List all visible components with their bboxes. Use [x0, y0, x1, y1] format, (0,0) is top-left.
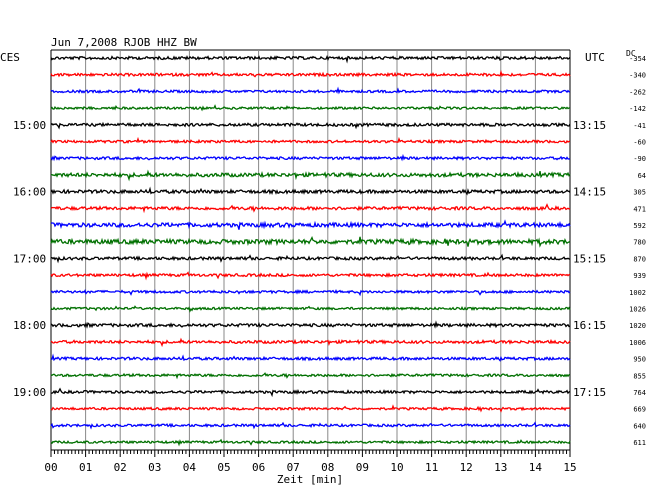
seismogram-trace — [50, 320, 571, 329]
dc-value-label: 1026 — [629, 306, 646, 314]
seismogram-trace — [50, 404, 571, 413]
seismogram-trace — [50, 305, 571, 313]
x-tick-label: 14 — [529, 461, 543, 474]
right-axis-label: UTC — [585, 51, 605, 64]
x-tick-label: 15 — [563, 461, 576, 474]
seismogram-trace — [50, 421, 571, 430]
left-time-label: 16:00 — [13, 186, 46, 199]
left-time-label: 17:00 — [13, 252, 46, 265]
dc-value-label: 870 — [633, 255, 646, 263]
seismogram-trace — [50, 136, 571, 145]
dc-value-label: 669 — [633, 406, 646, 414]
right-time-label: 16:15 — [573, 319, 606, 332]
x-tick-label: 04 — [183, 461, 197, 474]
seismogram-trace — [50, 289, 571, 297]
dc-value-label: -262 — [629, 88, 646, 96]
seismogram-trace — [51, 169, 571, 182]
seismogram-trace — [50, 186, 571, 196]
dc-value-label: -90 — [633, 155, 646, 163]
seismogram-trace — [50, 271, 571, 281]
x-tick-label: 07 — [287, 461, 300, 474]
left-time-label: 15:00 — [13, 119, 46, 132]
x-tick-label: 00 — [44, 461, 57, 474]
seismogram-trace — [51, 253, 571, 264]
dc-value-label: -142 — [629, 105, 646, 113]
seismogram-trace — [50, 387, 571, 398]
x-tick-label: 03 — [148, 461, 161, 474]
seismogram-trace — [50, 372, 571, 380]
dc-value-label: 611 — [633, 439, 646, 447]
dc-value-label: -60 — [633, 139, 646, 147]
right-time-label: 14:15 — [573, 186, 606, 199]
dc-value-label: 1002 — [629, 289, 646, 297]
seismogram-trace — [50, 235, 571, 248]
left-time-label: 19:00 — [13, 386, 46, 399]
dc-value-label: 764 — [633, 389, 646, 397]
dc-value-label: 640 — [633, 422, 646, 430]
x-tick-label: 12 — [460, 461, 473, 474]
seismogram-trace — [50, 104, 571, 112]
seismogram-trace — [50, 219, 571, 230]
left-time-label: 18:00 — [13, 319, 46, 332]
seismogram-trace — [50, 54, 571, 64]
dc-value-label: 592 — [633, 222, 646, 230]
x-tick-label: 05 — [217, 461, 230, 474]
seismogram-trace — [50, 121, 571, 130]
seismogram-trace — [50, 153, 571, 162]
chart-title: Jun 7,2008 RJOB HHZ BW — [51, 36, 197, 49]
x-tick-label: 01 — [79, 461, 92, 474]
dc-value-label: 950 — [633, 356, 646, 364]
seismogram-trace — [50, 353, 571, 362]
dc-value-label: 1020 — [629, 322, 646, 330]
x-axis-title: Zeit [min] — [277, 473, 343, 486]
seismogram-trace — [50, 337, 571, 348]
seismogram-trace — [50, 69, 571, 78]
seismogram-trace — [50, 86, 571, 95]
dc-value-label: -340 — [629, 72, 646, 80]
right-time-label: 13:15 — [573, 119, 606, 132]
dc-value-label: -354 — [629, 55, 646, 63]
seismogram-trace — [50, 203, 571, 214]
left-axis-label: CES — [0, 51, 20, 64]
x-tick-label: 06 — [252, 461, 265, 474]
x-tick-label: 08 — [321, 461, 334, 474]
right-time-label: 17:15 — [573, 386, 606, 399]
dc-label: DC — [626, 49, 636, 58]
seismogram-trace — [50, 438, 571, 447]
dc-value-label: 939 — [633, 272, 646, 280]
x-tick-label: 02 — [114, 461, 127, 474]
x-tick-label: 11 — [425, 461, 438, 474]
dc-value-label: 780 — [633, 239, 646, 247]
dc-value-label: 64 — [638, 172, 646, 180]
right-time-label: 15:15 — [573, 252, 606, 265]
dc-value-label: 471 — [633, 205, 646, 213]
x-tick-label: 10 — [390, 461, 403, 474]
dc-value-label: 305 — [633, 189, 646, 197]
x-tick-label: 13 — [494, 461, 507, 474]
dc-value-label: 855 — [633, 372, 646, 380]
dc-value-label: -41 — [633, 122, 646, 130]
dc-value-label: 1006 — [629, 339, 646, 347]
x-tick-label: 09 — [356, 461, 369, 474]
